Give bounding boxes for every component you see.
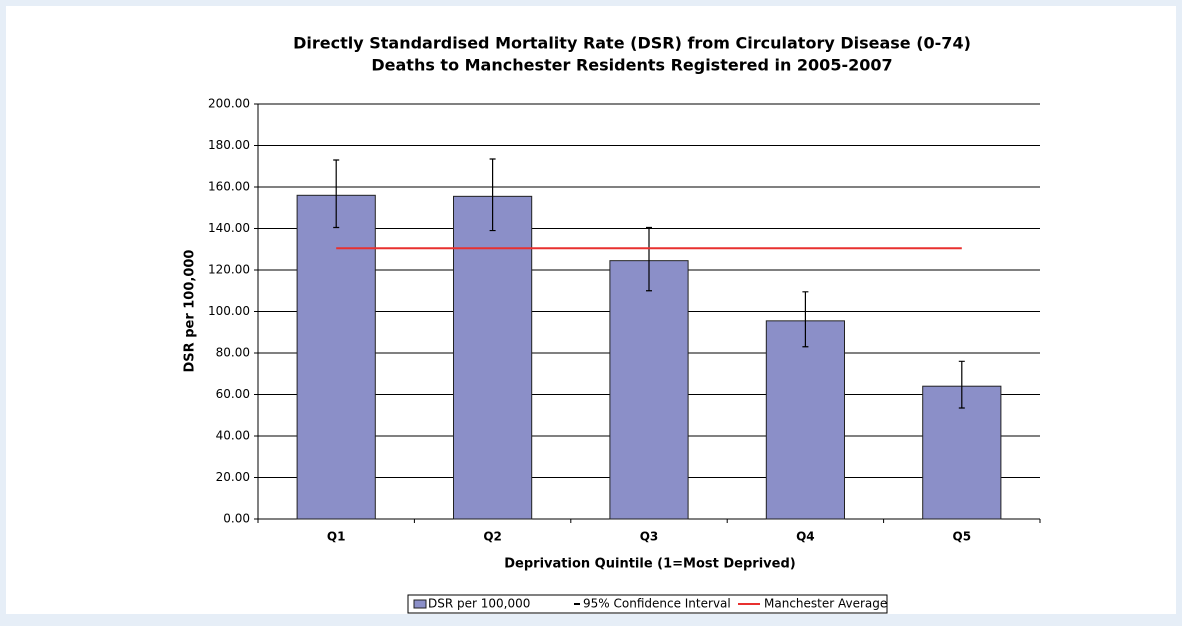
x-tick-label: Q3 bbox=[640, 530, 659, 544]
y-tick-label: 160.00 bbox=[208, 180, 250, 194]
y-tick-label: 80.00 bbox=[216, 346, 250, 360]
y-tick-label: 120.00 bbox=[208, 263, 250, 277]
x-tick-label: Q4 bbox=[796, 530, 815, 544]
x-axis-label: Deprivation Quintile (1=Most Deprived) bbox=[504, 557, 795, 572]
bar bbox=[453, 195, 533, 520]
legend-box bbox=[407, 594, 888, 614]
x-tick-label: Q1 bbox=[327, 530, 346, 544]
legend-label: 95% Confidence Interval bbox=[583, 597, 731, 611]
chart-area bbox=[6, 6, 1176, 614]
chart-title: Directly Standardised Mortality Rate (DS… bbox=[293, 34, 971, 53]
bar bbox=[609, 260, 689, 520]
bar bbox=[765, 320, 845, 520]
y-tick-label: 140.00 bbox=[208, 221, 250, 235]
y-tick-label: 180.00 bbox=[208, 138, 250, 152]
error-bar bbox=[958, 360, 965, 409]
error-bar bbox=[802, 291, 809, 348]
y-tick-label: 100.00 bbox=[208, 304, 250, 318]
y-tick-label: 0.00 bbox=[223, 512, 250, 526]
error-bar bbox=[333, 159, 340, 229]
error-bar bbox=[646, 226, 652, 292]
y-axis-label: DSR per 100,000 bbox=[183, 250, 198, 373]
chart-subtitle: Deaths to Manchester Residents Registere… bbox=[371, 56, 892, 75]
x-tick-label: Q5 bbox=[953, 530, 972, 544]
y-tick-label: 200.00 bbox=[208, 97, 250, 111]
y-tick-label: 60.00 bbox=[216, 387, 250, 401]
y-tick-label: 20.00 bbox=[216, 470, 250, 484]
y-tick-label: 40.00 bbox=[216, 429, 250, 443]
legend-label: Manchester Average bbox=[764, 597, 887, 611]
x-tick-label: Q2 bbox=[483, 530, 502, 544]
legend-swatch bbox=[413, 599, 427, 609]
legend-label: DSR per 100,000 bbox=[428, 597, 530, 611]
error-bar bbox=[489, 158, 496, 232]
bar bbox=[296, 194, 376, 520]
